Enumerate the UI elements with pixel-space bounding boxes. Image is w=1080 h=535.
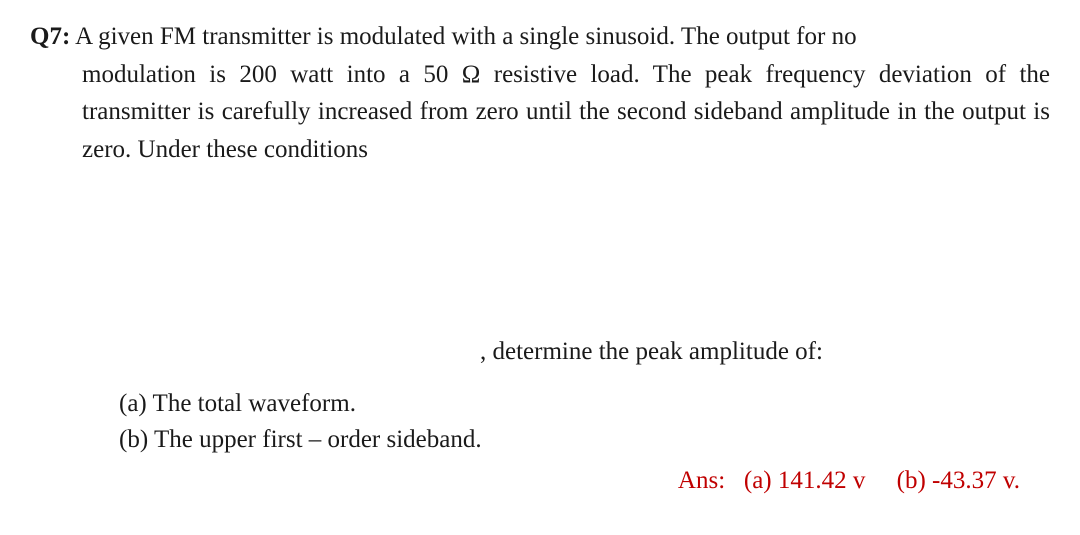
question-line-1: A given FM transmitter is modulated with… [75,23,856,50]
question-block: Q7: A given FM transmitter is modulated … [30,18,1050,168]
answers-line: Ans: (a) 141.42 v (b) -43.37 v. [30,467,1050,495]
determine-line: , determine the peak amplitude of: [30,338,1050,366]
answer-a: (a) 141.42 v [744,467,866,494]
parts-list: (a) The total waveform. (b) The upper fi… [30,386,1050,459]
answers-label: Ans: [678,467,725,494]
question-body: modulation is 200 watt into a 50 Ω resis… [30,56,1050,169]
part-b: (b) The upper first – order sideband. [119,422,1050,458]
part-a: (a) The total waveform. [119,386,1050,422]
answer-b: (b) -43.37 v. [897,467,1020,494]
question-label: Q7: [30,23,70,50]
